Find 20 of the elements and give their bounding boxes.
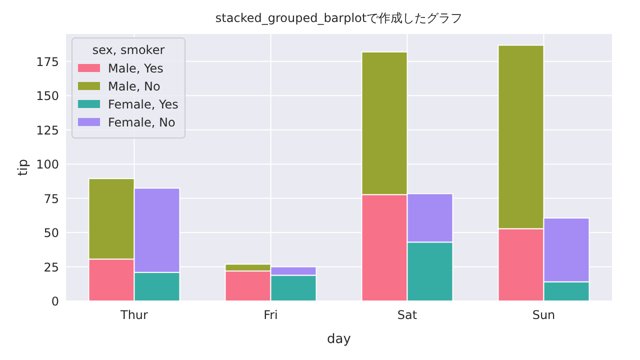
- y-axis-title: tip: [16, 159, 31, 176]
- legend-label: Female, Yes: [108, 98, 178, 112]
- y-tick-label: 75: [44, 192, 59, 206]
- y-tick-label: 150: [36, 89, 59, 104]
- y-tick-label: 50: [44, 226, 59, 240]
- y-tick-label: 0: [51, 294, 59, 308]
- x-tick-label: Sun: [532, 308, 556, 322]
- x-axis-title: day: [327, 332, 352, 347]
- y-tick-label: 125: [36, 123, 59, 138]
- y-tick-label: 175: [36, 54, 59, 69]
- legend-label: Male, Yes: [108, 62, 164, 76]
- legend-title: sex, smoker: [92, 43, 165, 57]
- y-tick-label: 25: [44, 260, 59, 274]
- x-tick-label: Thur: [120, 308, 148, 322]
- x-tick-label: Sat: [397, 308, 418, 322]
- legend-label: Female, No: [108, 116, 176, 130]
- chart-title: stacked_grouped_barplotで作成したグラフ: [215, 11, 463, 25]
- legend-label: Male, No: [108, 80, 160, 94]
- y-tick-label: 100: [36, 158, 59, 172]
- x-tick-label: Fri: [264, 308, 278, 322]
